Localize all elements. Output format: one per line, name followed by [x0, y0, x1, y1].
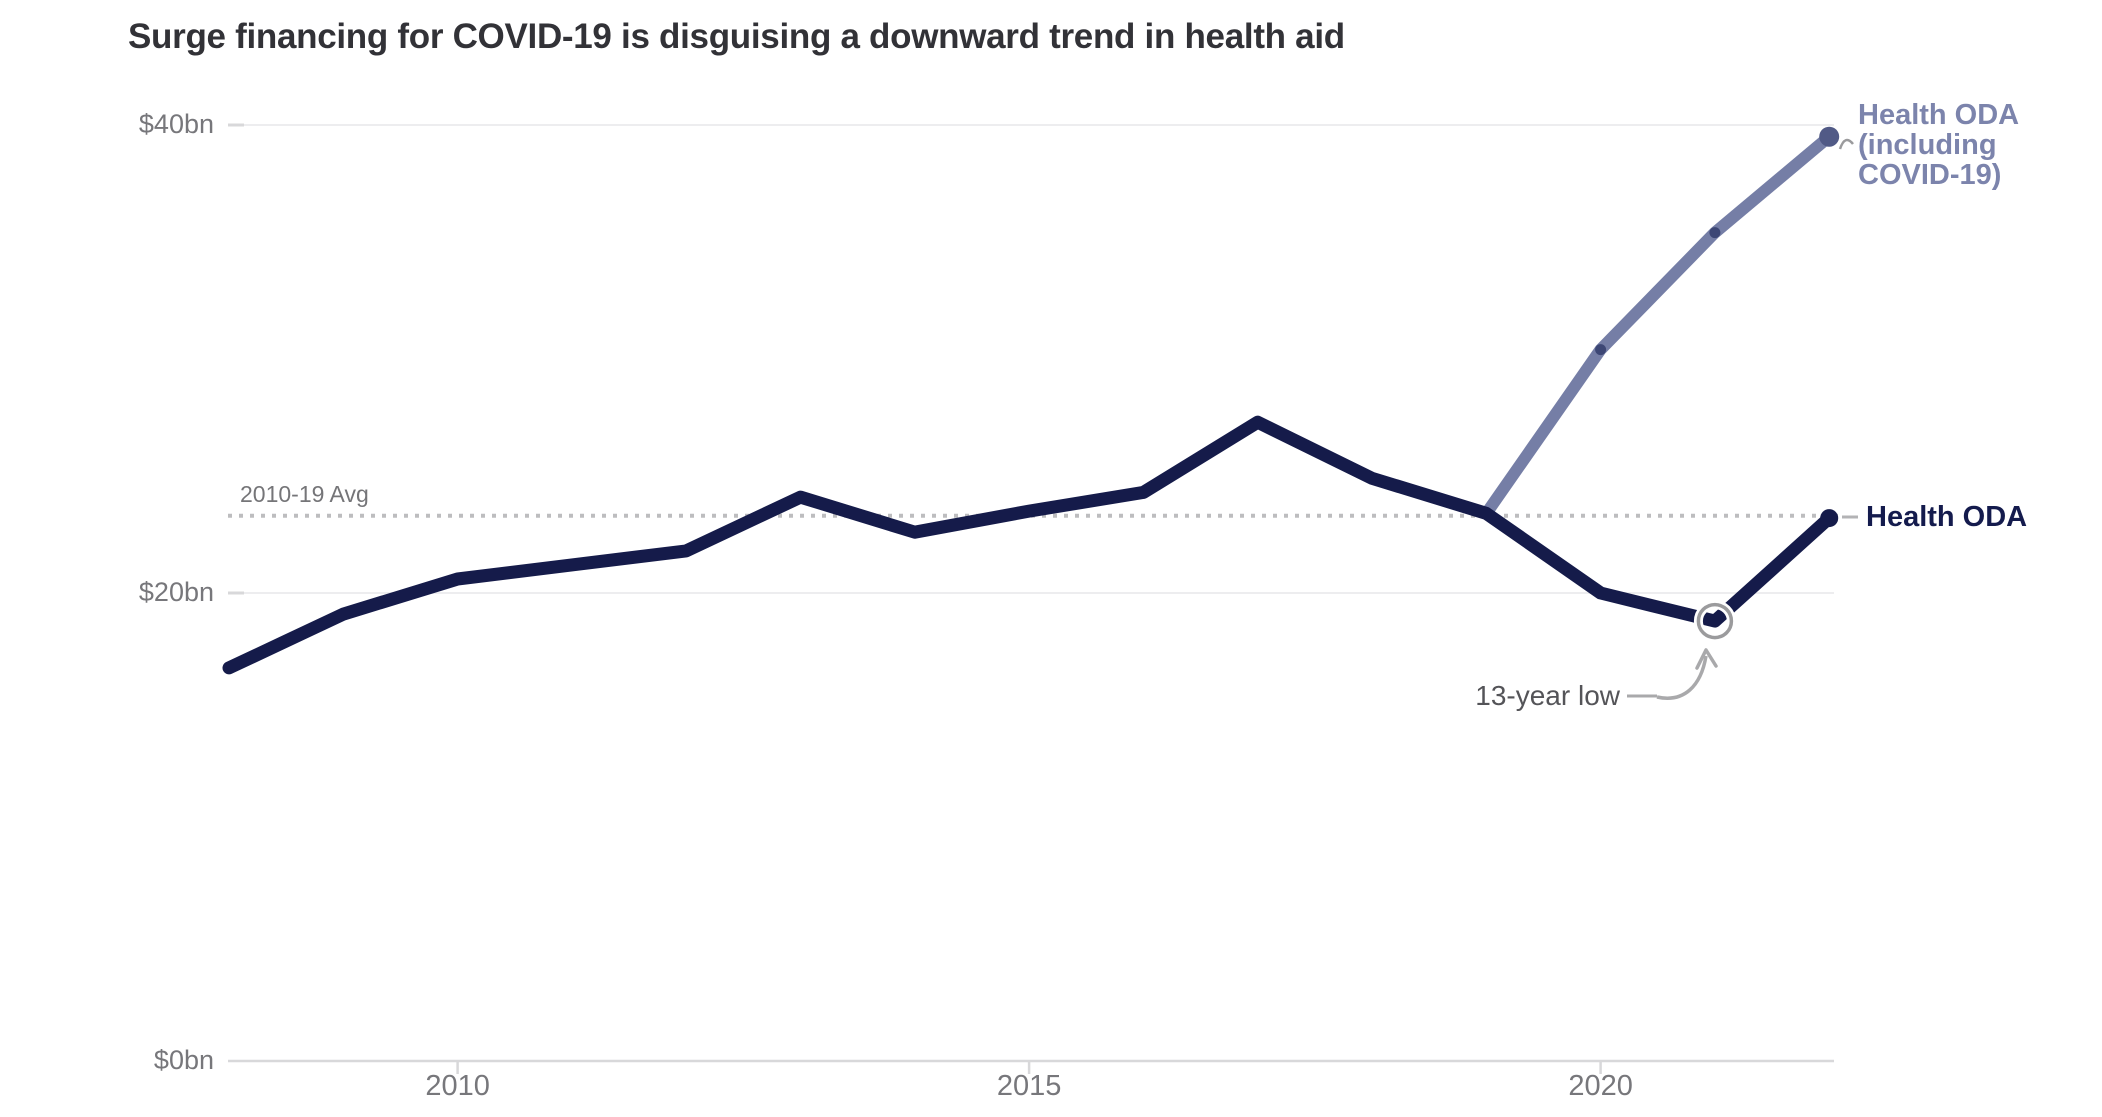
thirteen-year-low-annotation: 13-year low: [1475, 680, 1620, 711]
x-axis-tick-label: 2015: [996, 1070, 1062, 1102]
avg-reference-label: 2010-19 Avg: [240, 481, 369, 507]
chart-title: Surge financing for COVID-19 is disguisi…: [128, 17, 1345, 56]
series-label-health-oda-covid: Health ODA (including COVID-19): [1858, 99, 2020, 191]
y-axis-tick-label: $0bn: [153, 1045, 214, 1075]
x-axis-tick-label: 2020: [1568, 1070, 1633, 1102]
y-axis-tick-label: $40bn: [138, 109, 214, 139]
x-axis-tick-label: 2010: [425, 1070, 490, 1102]
y-axis-tick-label: $20bn: [138, 577, 214, 607]
series-label-health-oda: Health ODA: [1866, 501, 2028, 533]
